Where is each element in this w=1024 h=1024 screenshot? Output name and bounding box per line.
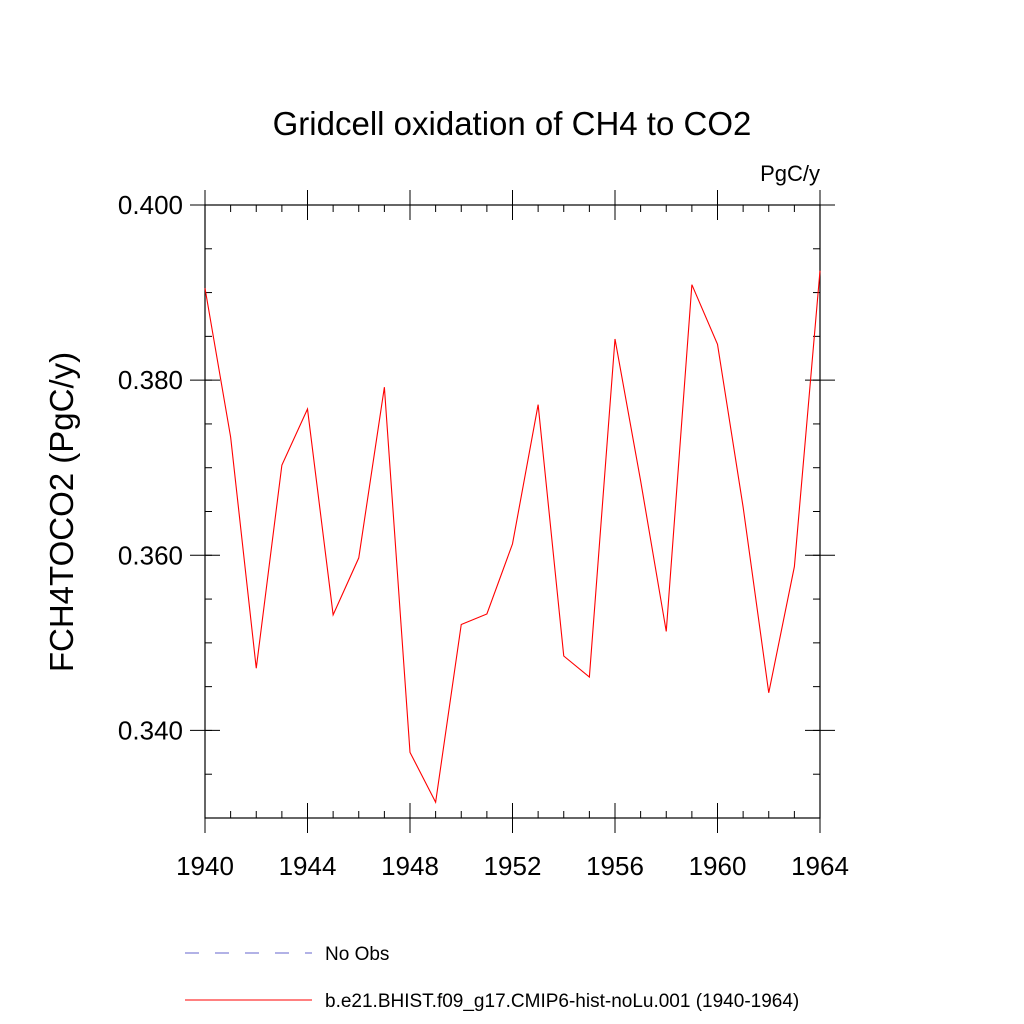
units-label: PgC/y [760,161,820,186]
series-layer [204,270,821,805]
x-axis-tick-labels: 1940 1944 1948 1952 1956 1960 1964 [176,851,849,881]
x-tick-label: 1964 [791,851,849,881]
x-tick-label: 1940 [176,851,234,881]
y-tick-label: 0.340 [118,715,183,745]
legend-label-model-run: b.e21.BHIST.f09_g17.CMIP6-hist-noLu.001 … [325,991,799,1012]
y-tick-label: 0.400 [118,190,183,220]
y-axis-ticks [190,204,835,819]
series-line-1 [204,270,821,805]
y-axis-label: FCH4TOCO2 (PgC/y) [43,352,80,672]
plot-frame [204,204,821,819]
y-axis-tick-labels: 0.340 0.360 0.380 0.400 [118,190,183,745]
y-tick-label: 0.380 [118,365,183,395]
chart-title: Gridcell oxidation of CH4 to CO2 [273,105,752,142]
x-axis-ticks [204,190,821,833]
x-tick-label: 1952 [484,851,542,881]
x-tick-label: 1944 [279,851,337,881]
x-tick-label: 1956 [586,851,644,881]
x-tick-label: 1960 [689,851,747,881]
legend-label-no-obs: No Obs [325,944,389,965]
legend: No Obs b.e21.BHIST.f09_g17.CMIP6-hist-no… [185,944,799,1012]
y-tick-label: 0.360 [118,540,183,570]
x-tick-label: 1948 [381,851,439,881]
